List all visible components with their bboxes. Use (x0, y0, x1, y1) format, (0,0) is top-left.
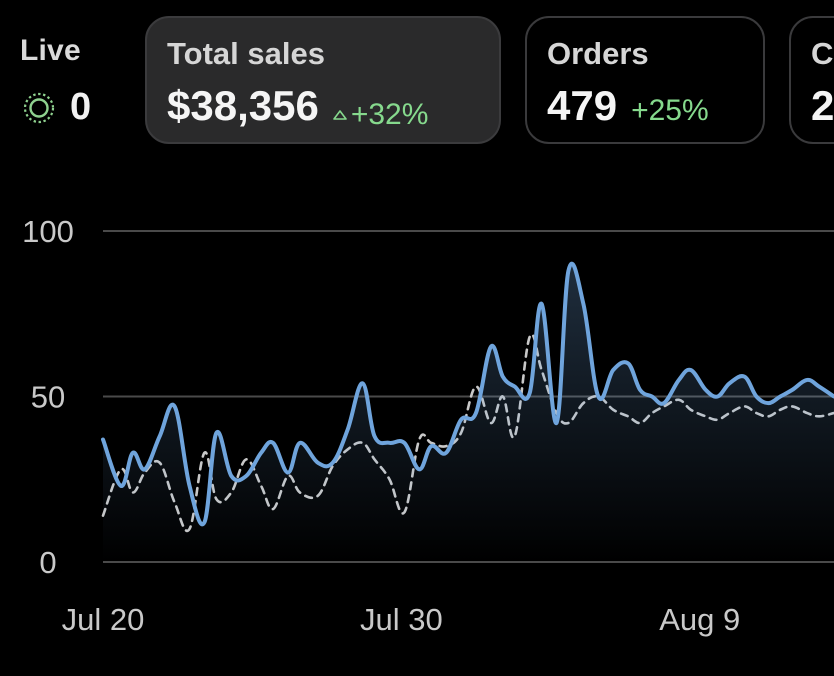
kpi-delta-text: +25% (631, 94, 709, 127)
kpi-card-total-sales[interactable]: Total sales $38,356 +32% (145, 16, 501, 144)
kpi-delta: +32% (333, 98, 429, 132)
kpi-value: 2 (811, 82, 834, 129)
kpi-label: C (811, 36, 834, 71)
primary-series-line (101, 261, 834, 527)
kpi-label: Orders (547, 36, 649, 71)
kpi-delta-text: +32% (350, 98, 429, 131)
x-tick-label: Aug 9 (659, 602, 740, 637)
primary-series-area (103, 263, 834, 562)
y-tick-label: 50 (31, 380, 65, 415)
live-count: 0 (70, 86, 92, 128)
kpi-value: 479 (547, 82, 618, 129)
y-tick-label: 100 (22, 214, 74, 249)
x-tick-label: Jul 20 (62, 602, 145, 637)
kpi-card-partial[interactable]: C 2 (789, 16, 834, 144)
live-visitors[interactable]: Live 0 (20, 34, 91, 128)
kpi-value-row: $38,356 +32% (167, 82, 428, 132)
live-count-row: 0 (22, 86, 91, 129)
kpi-label: Total sales (167, 36, 325, 71)
x-tick-label: Jul 30 (360, 602, 443, 637)
kpi-value: $38,356 (167, 82, 319, 129)
kpi-value-row: 2 (811, 82, 834, 130)
kpi-value-row: 479 +25% (547, 82, 709, 130)
kpi-card-orders[interactable]: Orders 479 +25% (525, 16, 765, 144)
up-triangle-icon (333, 110, 347, 120)
live-label: Live (20, 34, 81, 67)
live-pulse-icon (23, 92, 55, 123)
y-tick-label: 0 (39, 545, 56, 580)
